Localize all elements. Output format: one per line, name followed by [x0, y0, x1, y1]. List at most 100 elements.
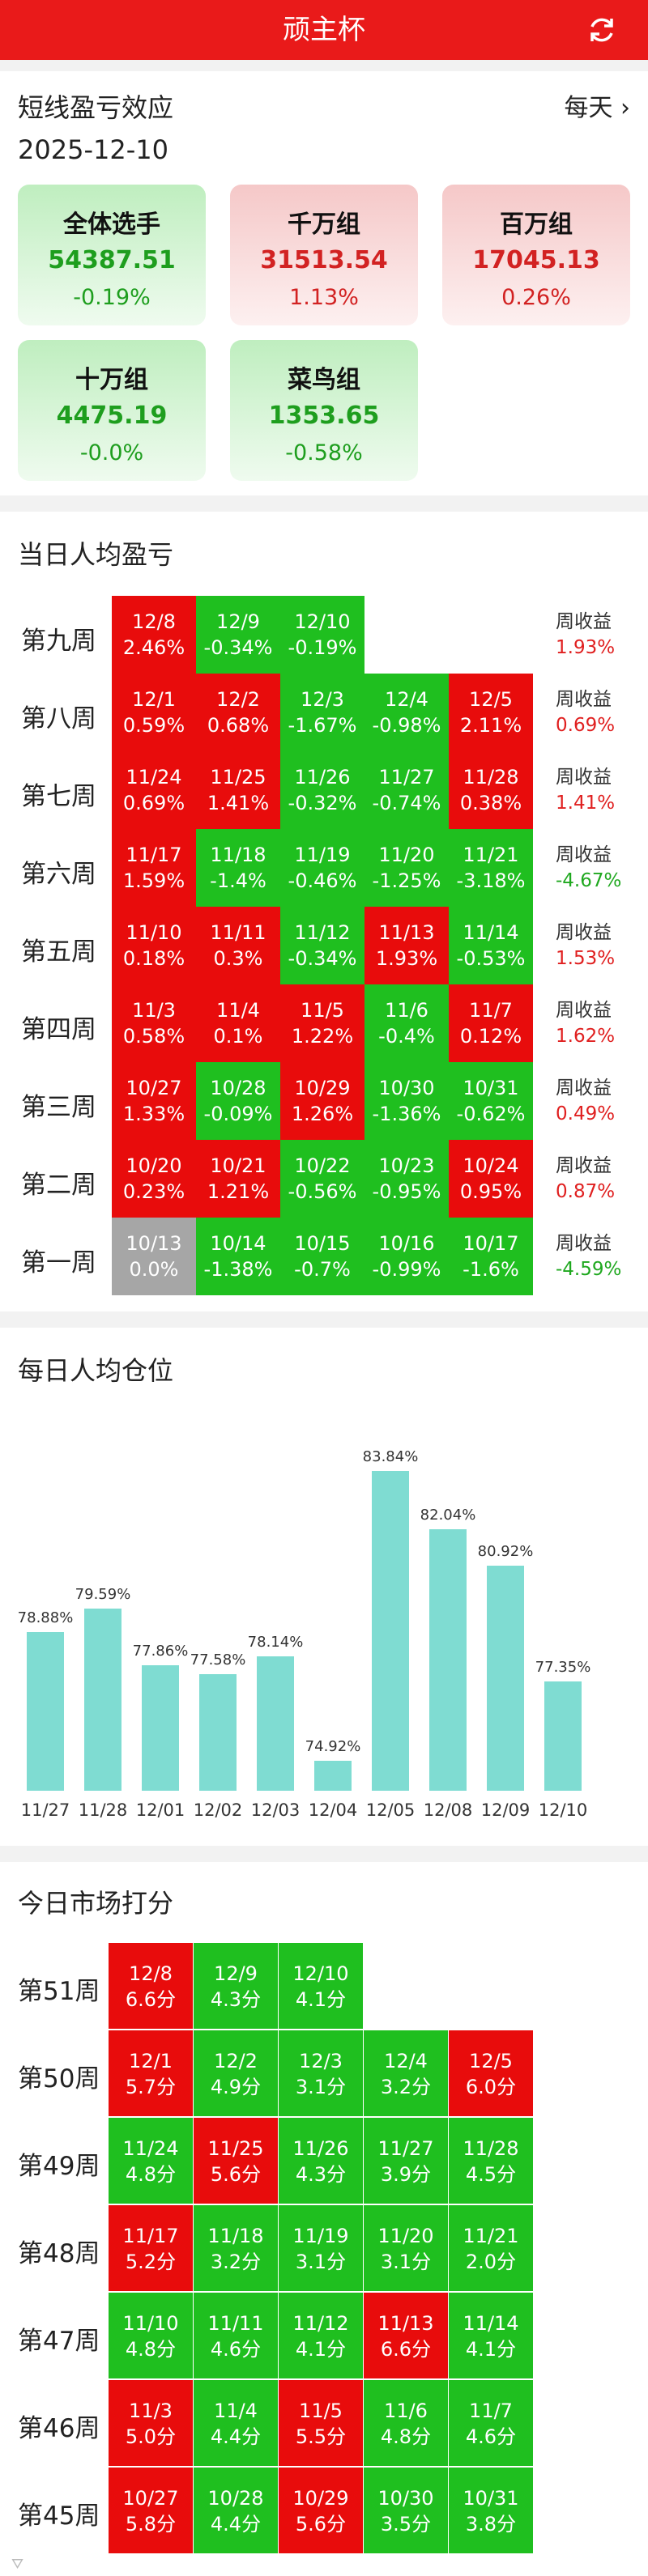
pnl-cell[interactable]: 11/6 -0.4% — [364, 984, 449, 1062]
group-card[interactable]: 十万组 4475.19 -0.0% — [18, 340, 206, 481]
score-cell[interactable]: 11/3 5.0分 — [109, 2380, 193, 2466]
score-cell[interactable]: 12/5 6.0分 — [449, 2030, 533, 2116]
cell-date: 12/9 — [214, 1962, 258, 1985]
score-cell[interactable]: 12/1 5.7分 — [109, 2030, 193, 2116]
score-cell[interactable]: 10/27 5.8分 — [109, 2468, 193, 2553]
x-tick-label: 12/03 — [250, 1800, 301, 1820]
score-cell[interactable]: 12/9 4.3分 — [194, 1943, 278, 2029]
position-bar[interactable] — [199, 1674, 237, 1791]
pnl-cell[interactable]: 11/4 0.1% — [196, 984, 280, 1062]
pnl-cell[interactable]: 10/16 -0.99% — [364, 1218, 449, 1295]
position-bar[interactable] — [544, 1681, 582, 1791]
pnl-cell[interactable]: 10/31 -0.62% — [449, 1062, 533, 1140]
pnl-cell[interactable]: 10/29 1.26% — [280, 1062, 364, 1140]
pnl-cell[interactable]: 11/25 1.41% — [196, 751, 280, 829]
score-cell[interactable]: 11/5 5.5分 — [279, 2380, 363, 2466]
score-cell[interactable]: 12/2 4.9分 — [194, 2030, 278, 2116]
score-cell[interactable]: 11/26 4.3分 — [279, 2118, 363, 2204]
score-cell[interactable]: 12/8 6.6分 — [109, 1943, 193, 2029]
pnl-cell[interactable]: 11/24 0.69% — [112, 751, 196, 829]
score-cell[interactable]: 12/4 3.2分 — [364, 2030, 448, 2116]
pnl-cell[interactable]: 11/12 -0.34% — [280, 907, 364, 984]
score-cell[interactable]: 12/10 4.1分 — [279, 1943, 363, 2029]
pnl-cell[interactable]: 11/28 0.38% — [449, 751, 533, 829]
score-cell[interactable]: 11/11 4.6分 — [194, 2293, 278, 2378]
score-cell[interactable]: 11/14 4.1分 — [449, 2293, 533, 2378]
group-card[interactable]: 菜鸟组 1353.65 -0.58% — [230, 340, 418, 481]
pnl-cell[interactable]: 11/17 1.59% — [112, 829, 196, 907]
position-bar[interactable] — [257, 1656, 294, 1791]
pnl-cell[interactable]: 11/13 1.93% — [364, 907, 449, 984]
score-cell[interactable]: 11/10 4.8分 — [109, 2293, 193, 2378]
cell-date: 12/2 — [216, 688, 260, 711]
weekly-return-value: 1.62% — [556, 1026, 616, 1047]
score-cell[interactable]: 11/24 4.8分 — [109, 2118, 193, 2204]
pnl-cell[interactable]: 10/24 0.95% — [449, 1140, 533, 1218]
cell-date: 11/6 — [384, 2400, 428, 2422]
position-bar[interactable] — [314, 1761, 352, 1791]
group-card[interactable]: 全体选手 54387.51 -0.19% — [18, 185, 206, 325]
pnl-cell[interactable]: 12/8 2.46% — [112, 596, 196, 674]
pnl-cell[interactable]: 12/5 2.11% — [449, 674, 533, 751]
score-cell[interactable]: 11/27 3.9分 — [364, 2118, 448, 2204]
score-cell[interactable]: 12/3 3.1分 — [279, 2030, 363, 2116]
pnl-cell[interactable]: 10/22 -0.56% — [280, 1140, 364, 1218]
pnl-cell[interactable]: 10/17 -1.6% — [449, 1218, 533, 1295]
pnl-cell[interactable]: 11/27 -0.74% — [364, 751, 449, 829]
pnl-cell[interactable]: 12/3 -1.67% — [280, 674, 364, 751]
refresh-icon[interactable] — [586, 15, 617, 45]
pnl-cell[interactable]: 11/3 0.58% — [112, 984, 196, 1062]
pnl-cell[interactable]: 11/10 0.18% — [112, 907, 196, 984]
pnl-cell[interactable]: 11/20 -1.25% — [364, 829, 449, 907]
pnl-cell[interactable]: 12/9 -0.34% — [196, 596, 280, 674]
period-selector[interactable]: 每天 › — [564, 87, 630, 123]
score-cell[interactable]: 11/18 3.2分 — [194, 2205, 278, 2291]
group-card[interactable]: 千万组 31513.54 1.13% — [230, 185, 418, 325]
pnl-cell[interactable]: 11/18 -1.4% — [196, 829, 280, 907]
score-cell[interactable]: 11/12 4.1分 — [279, 2293, 363, 2378]
position-bar[interactable] — [84, 1609, 122, 1791]
score-cell[interactable]: 10/30 3.5分 — [364, 2468, 448, 2553]
pnl-cell[interactable]: 10/21 1.21% — [196, 1140, 280, 1218]
pnl-cell[interactable]: 10/27 1.33% — [112, 1062, 196, 1140]
score-cell[interactable]: 11/7 4.6分 — [449, 2380, 533, 2466]
pnl-cell[interactable]: 12/10 -0.19% — [280, 596, 364, 674]
pnl-cell[interactable]: 10/13 0.0% — [112, 1218, 196, 1295]
pnl-cell[interactable]: 10/30 -1.36% — [364, 1062, 449, 1140]
score-cell[interactable]: 11/21 2.0分 — [449, 2205, 533, 2291]
pnl-cell[interactable]: 10/15 -0.7% — [280, 1218, 364, 1295]
position-bar[interactable] — [487, 1565, 524, 1791]
pnl-cell[interactable]: 10/28 -0.09% — [196, 1062, 280, 1140]
score-cell[interactable]: 11/28 4.5分 — [449, 2118, 533, 2204]
pnl-cell[interactable]: 12/1 0.59% — [112, 674, 196, 751]
score-cell[interactable]: 11/13 6.6分 — [364, 2293, 448, 2378]
score-cell[interactable]: 10/29 5.6分 — [279, 2468, 363, 2553]
group-card[interactable]: 百万组 17045.13 0.26% — [442, 185, 630, 325]
score-cell[interactable]: 11/20 3.1分 — [364, 2205, 448, 2291]
cell-date: 11/4 — [214, 2400, 258, 2422]
pnl-cell[interactable]: 11/7 0.12% — [449, 984, 533, 1062]
pnl-cell[interactable]: 11/19 -0.46% — [280, 829, 364, 907]
position-bar[interactable] — [372, 1470, 409, 1791]
score-cell[interactable]: 11/4 4.4分 — [194, 2380, 278, 2466]
position-bar[interactable] — [142, 1664, 179, 1791]
position-bar[interactable] — [27, 1631, 64, 1791]
score-cell[interactable]: 11/17 5.2分 — [109, 2205, 193, 2291]
pnl-cell[interactable]: 11/11 0.3% — [196, 907, 280, 984]
pnl-cell[interactable]: 11/21 -3.18% — [449, 829, 533, 907]
position-bar[interactable] — [429, 1528, 467, 1791]
pnl-cell[interactable]: 11/5 1.22% — [280, 984, 364, 1062]
pnl-cell[interactable]: 12/4 -0.98% — [364, 674, 449, 751]
pnl-cell[interactable]: 11/26 -0.32% — [280, 751, 364, 829]
score-cell[interactable]: 10/31 3.8分 — [449, 2468, 533, 2553]
pnl-cell[interactable]: 12/2 0.68% — [196, 674, 280, 751]
pnl-cell[interactable]: 10/23 -0.95% — [364, 1140, 449, 1218]
score-cell[interactable]: 10/28 4.4分 — [194, 2468, 278, 2553]
score-cell[interactable]: 11/19 3.1分 — [279, 2205, 363, 2291]
week-label: 第47周 — [18, 2327, 100, 2356]
pnl-cell[interactable]: 10/20 0.23% — [112, 1140, 196, 1218]
pnl-cell[interactable]: 11/14 -0.53% — [449, 907, 533, 984]
pnl-cell[interactable]: 10/14 -1.38% — [196, 1218, 280, 1295]
score-cell[interactable]: 11/6 4.8分 — [364, 2380, 448, 2466]
score-cell[interactable]: 11/25 5.6分 — [194, 2118, 278, 2204]
